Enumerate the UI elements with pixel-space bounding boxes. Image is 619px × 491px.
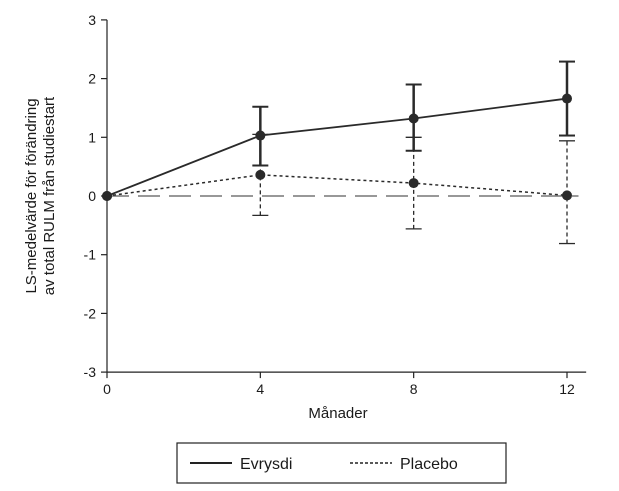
x-tick-label: 12: [559, 381, 575, 397]
data-point: [102, 191, 112, 201]
x-axis-label: Månader: [308, 405, 367, 422]
y-axis-label-line-2: av total RULM från studiestart: [41, 96, 58, 295]
data-point: [408, 178, 419, 189]
x-tick-label: 0: [103, 381, 111, 397]
y-tick-label: -3: [84, 364, 97, 380]
y-tick-label: 3: [88, 12, 96, 28]
chart-marks: [102, 60, 579, 245]
series-line-placebo: [106, 174, 568, 197]
data-point: [562, 190, 572, 201]
legend-label-placebo: Placebo: [400, 456, 458, 473]
legend: Evrysdi Placebo: [176, 442, 507, 484]
data-point: [562, 93, 572, 104]
x-tick-label: 8: [410, 381, 418, 397]
legend-label-evrysdi: Evrysdi: [240, 456, 292, 473]
data-point: [255, 169, 266, 180]
y-tick-label: -2: [84, 305, 97, 321]
y-tick-label: 2: [88, 71, 96, 87]
error-bar: [252, 133, 269, 217]
data-point: [408, 113, 419, 124]
x-tick-label: 4: [256, 381, 264, 397]
axes: 3 2 1 0 -1 -2 -3 0 4 8 12: [84, 12, 587, 397]
y-tick-label: 0: [88, 188, 96, 204]
series-line-evrysdi: [106, 97, 568, 197]
y-axis-label-line-1: LS-medelvärde för förändring: [23, 98, 40, 293]
y-tick-label: 1: [88, 129, 96, 145]
y-tick-label: -1: [84, 247, 97, 263]
